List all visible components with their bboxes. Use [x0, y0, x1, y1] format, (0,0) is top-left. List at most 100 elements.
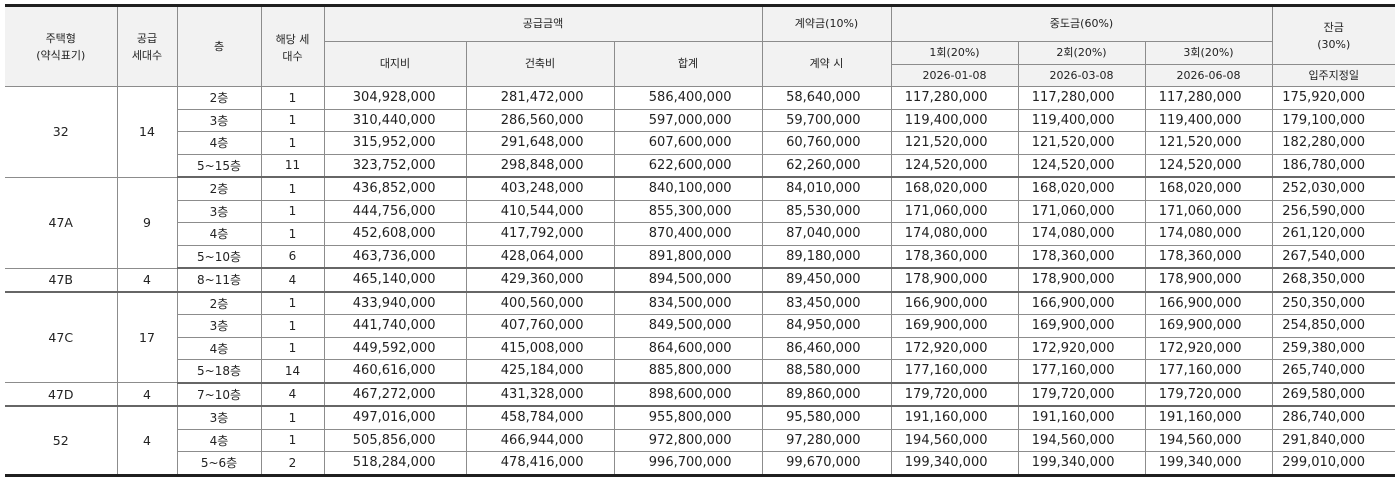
cell-total: 597,000,000 [613, 108, 763, 132]
cell-floor: 2층 [176, 291, 262, 315]
cell-i3: 166,900,000 [1144, 291, 1273, 315]
cell-deposit: 83,450,000 [761, 291, 892, 315]
cell-i1: 168,020,000 [890, 176, 1019, 201]
cell-total: 586,400,000 [613, 86, 763, 110]
cell-deposit: 84,010,000 [761, 176, 892, 201]
cell-land: 460,616,000 [323, 359, 467, 384]
cell-balance: 186,780,000 [1271, 153, 1395, 178]
cell-land: 441,740,000 [323, 314, 467, 338]
cell-total: 864,600,000 [613, 336, 763, 360]
cell-i2: 174,080,000 [1017, 222, 1146, 246]
cell-i1: 174,080,000 [890, 222, 1019, 246]
cell-floor: 3층 [177, 108, 262, 132]
cell-i2: 121,520,000 [1017, 131, 1146, 155]
table-row: 5~15층 11 323,752,000 298,848,000 622,600,000… [5, 153, 1395, 178]
cell-i1: 166,900,000 [890, 291, 1019, 315]
cell-supply-units: 17 [116, 291, 178, 383]
cell-floor-units: 2 [260, 451, 325, 476]
header-supply-units: 공급 세대수 [116, 5, 178, 87]
cell-floor-units: 1 [260, 222, 325, 246]
cell-balance: 250,350,000 [1271, 291, 1395, 315]
cell-floor-units: 4 [260, 382, 325, 407]
cell-i2: 191,160,000 [1017, 405, 1146, 430]
cell-building: 458,784,000 [465, 405, 615, 430]
header-interim-3-date: 2026-06-08 [1144, 64, 1273, 87]
cell-building: 425,184,000 [465, 359, 615, 384]
cell-i3: 174,080,000 [1144, 222, 1273, 246]
cell-i2: 117,280,000 [1017, 86, 1146, 110]
cell-balance: 265,740,000 [1271, 359, 1395, 384]
cell-building: 407,760,000 [465, 314, 615, 338]
cell-floor: 8~11층 [176, 267, 262, 293]
cell-floor: 5~10층 [177, 244, 262, 269]
cell-i3: 178,360,000 [1144, 244, 1273, 269]
cell-deposit: 99,670,000 [761, 451, 892, 476]
table-row: 4층 1 315,952,000 291,648,000 607,600,000 60,7… [5, 131, 1395, 155]
cell-i1: 172,920,000 [890, 336, 1019, 360]
cell-deposit: 87,040,000 [761, 222, 892, 246]
cell-land: 465,140,000 [323, 267, 467, 293]
cell-land: 444,756,000 [323, 199, 467, 223]
cell-i2: 166,900,000 [1017, 291, 1146, 315]
cell-floor: 4층 [177, 222, 262, 246]
cell-floor: 3층 [177, 199, 262, 223]
cell-building: 291,648,000 [465, 131, 615, 155]
cell-total: 996,700,000 [613, 451, 763, 476]
cell-deposit: 58,640,000 [761, 86, 892, 110]
cell-building: 400,560,000 [465, 291, 615, 315]
cell-i2: 179,720,000 [1017, 382, 1146, 407]
cell-i1: 124,520,000 [890, 153, 1019, 178]
cell-i1: 177,160,000 [890, 359, 1019, 384]
cell-i1: 171,060,000 [890, 199, 1019, 223]
cell-total: 855,300,000 [613, 199, 763, 223]
cell-i3: 199,340,000 [1144, 451, 1273, 476]
cell-total: 622,600,000 [613, 153, 763, 178]
cell-balance: 267,540,000 [1271, 244, 1395, 269]
cell-floor-units: 1 [260, 405, 325, 430]
table-row: 5~6층 2 518,284,000 478,416,000 996,700,000 99… [5, 451, 1395, 476]
cell-i2: 178,360,000 [1017, 244, 1146, 269]
cell-total: 834,500,000 [613, 291, 763, 315]
cell-i3: 169,900,000 [1144, 314, 1273, 338]
cell-balance: 268,350,000 [1271, 267, 1395, 293]
cell-building: 410,544,000 [465, 199, 615, 223]
cell-total: 840,100,000 [613, 176, 763, 201]
cell-balance: 286,740,000 [1271, 405, 1395, 430]
cell-total: 894,500,000 [613, 267, 763, 293]
cell-building: 281,472,000 [465, 86, 615, 110]
header-land: 대지비 [324, 41, 467, 87]
cell-floor-units: 14 [260, 359, 325, 384]
cell-floor: 5~6층 [177, 451, 262, 476]
cell-building: 415,008,000 [465, 336, 615, 360]
cell-balance: 179,100,000 [1271, 108, 1395, 132]
price-table-container: 주택형 (약식표기) 공급 세대수 층 해당 세 대수 공급금액 계약금(10%) 중… [5, 4, 1395, 477]
table-row: 5~18층 14 460,616,000 425,184,000 885,800,000… [5, 359, 1395, 384]
cell-floor: 5~18층 [177, 359, 262, 384]
cell-floor-units: 11 [260, 153, 325, 178]
header-deposit-timing: 계약 시 [761, 41, 892, 87]
cell-floor-units: 1 [260, 108, 325, 132]
cell-land: 452,608,000 [323, 222, 467, 246]
cell-total: 898,600,000 [613, 382, 763, 407]
cell-i3: 194,560,000 [1144, 428, 1273, 452]
cell-house-type: 47B [5, 267, 118, 293]
cell-land: 433,940,000 [323, 291, 467, 315]
cell-i3: 119,400,000 [1144, 108, 1273, 132]
cell-land: 497,016,000 [323, 405, 467, 430]
cell-i2: 194,560,000 [1017, 428, 1146, 452]
cell-i2: 172,920,000 [1017, 336, 1146, 360]
cell-floor-units: 1 [260, 176, 325, 201]
cell-i2: 178,900,000 [1017, 267, 1146, 293]
table-row: 4층 1 452,608,000 417,792,000 870,400,000 87,0… [5, 222, 1395, 246]
cell-balance: 291,840,000 [1271, 428, 1395, 452]
cell-i2: 124,520,000 [1017, 153, 1146, 178]
cell-floor-units: 1 [260, 428, 325, 452]
cell-land: 436,852,000 [323, 176, 467, 201]
cell-deposit: 85,530,000 [761, 199, 892, 223]
cell-i3: 179,720,000 [1144, 382, 1273, 407]
cell-floor: 3층 [176, 405, 262, 430]
table-row: 47C 17 2층 1 433,940,000 400,560,000 834,500,00… [5, 291, 1395, 383]
cell-i3: 121,520,000 [1144, 131, 1273, 155]
cell-house-type: 47D [5, 382, 118, 407]
cell-i3: 172,920,000 [1144, 336, 1273, 360]
